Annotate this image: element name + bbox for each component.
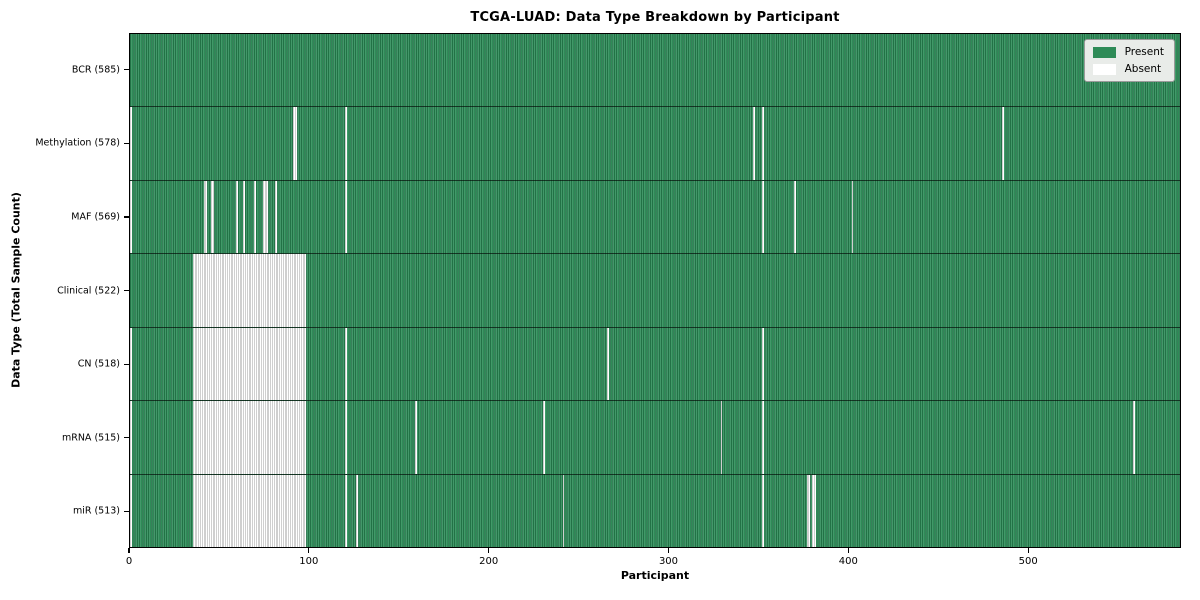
absent-mark (806, 474, 809, 547)
absent-mark (253, 180, 256, 254)
legend-item-absent: Absent (1092, 63, 1164, 75)
x-axis-label: Participant (620, 569, 690, 582)
xtick-mark (1027, 548, 1029, 553)
absent-mark (262, 180, 265, 254)
xtick-label-100: 100 (299, 556, 319, 567)
absent-mark (1133, 401, 1136, 474)
heatmap-row-Clinical (130, 254, 1180, 328)
xtick-mark (488, 548, 490, 553)
absent-mark (203, 180, 206, 254)
absent-mark (275, 180, 278, 254)
xtick-label-0: 0 (125, 556, 133, 567)
xtick-mark (847, 548, 849, 553)
heatmap-rows (130, 34, 1180, 547)
heatmap-row-miR (130, 474, 1180, 547)
ytick-label-CN: CN (518) (77, 358, 120, 370)
legend-item-present: Present (1092, 46, 1164, 58)
ytick-label-miR: miR (513) (72, 505, 120, 517)
ytick-label-BCR: BCR (585) (71, 64, 120, 76)
ytick-label-Clinical: Clinical (522) (57, 285, 120, 296)
legend: Present Absent (1083, 39, 1175, 82)
xtick-label-500: 500 (1018, 556, 1038, 567)
absent-mark (192, 474, 306, 547)
absent-mark (266, 180, 269, 254)
ytick-mark (124, 69, 129, 71)
absent-mark (130, 107, 132, 180)
absent-mark (243, 180, 245, 254)
ytick-label-MAF: MAF (569) (71, 211, 120, 223)
absent-mark (192, 401, 306, 474)
absent-mark (415, 401, 418, 474)
legend-present-label: Present (1124, 46, 1164, 58)
absent-mark (808, 474, 811, 547)
absent-mark (130, 180, 132, 254)
heatmap-row-Methylation (130, 107, 1180, 181)
absent-mark (607, 327, 610, 401)
ytick-mark (124, 142, 129, 145)
ytick-label-Methylation: Methylation (578) (35, 137, 120, 149)
absent-mark (293, 107, 296, 180)
absent-mark (264, 180, 267, 254)
absent-mark (761, 327, 764, 401)
ytick-mark (124, 290, 129, 292)
absent-mark (210, 180, 213, 254)
heatmap-row-BCR (130, 34, 1180, 108)
absent-mark (345, 474, 348, 547)
legend-absent-swatch-icon (1092, 63, 1116, 75)
legend-absent-label: Absent (1124, 63, 1162, 75)
absent-mark (812, 474, 814, 547)
absent-mark (130, 401, 132, 474)
absent-mark (720, 401, 723, 474)
absent-mark (851, 180, 854, 254)
xtick-mark (308, 548, 310, 553)
plot-area: Present Absent (129, 33, 1181, 548)
xtick-mark (667, 548, 670, 553)
ytick-mark (124, 216, 129, 218)
ytick-mark (124, 510, 129, 512)
absent-mark (813, 474, 816, 547)
absent-mark (130, 327, 132, 401)
absent-mark (212, 180, 215, 254)
xtick-label-400: 400 (838, 556, 858, 567)
absent-mark (235, 180, 238, 254)
xtick-mark (128, 548, 130, 553)
absent-mark (345, 401, 348, 474)
heatmap-row-MAF (130, 180, 1180, 255)
heatmap-row-mRNA (130, 401, 1180, 475)
absent-mark (761, 180, 764, 254)
ytick-mark (124, 363, 129, 365)
legend-present-swatch-icon (1092, 46, 1116, 58)
absent-mark (192, 327, 306, 401)
heatmap-row-CN (130, 327, 1180, 402)
xtick-label-300: 300 (658, 556, 679, 567)
ytick-label-mRNA: mRNA (515) (61, 432, 120, 444)
absent-mark (192, 254, 306, 327)
absent-mark (1002, 107, 1005, 180)
absent-mark (761, 474, 764, 547)
absent-mark (345, 180, 348, 254)
absent-mark (761, 107, 764, 180)
absent-mark (752, 107, 755, 180)
chart-title: TCGA-LUAD: Data Type Breakdown by Partic… (470, 10, 840, 25)
absent-mark (205, 180, 208, 254)
absent-mark (794, 180, 796, 254)
absent-mark (562, 474, 565, 547)
absent-mark (345, 107, 348, 180)
absent-mark (356, 474, 358, 547)
xtick-label-200: 200 (479, 556, 499, 567)
absent-mark (761, 401, 764, 474)
absent-mark (295, 107, 297, 180)
absent-mark (345, 327, 348, 401)
absent-mark (542, 401, 545, 474)
absent-mark (130, 474, 132, 547)
ytick-mark (124, 437, 129, 439)
